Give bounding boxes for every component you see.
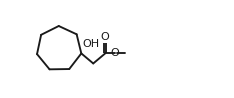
Text: OH: OH <box>83 39 100 49</box>
Text: O: O <box>111 48 120 58</box>
Text: O: O <box>101 32 110 42</box>
